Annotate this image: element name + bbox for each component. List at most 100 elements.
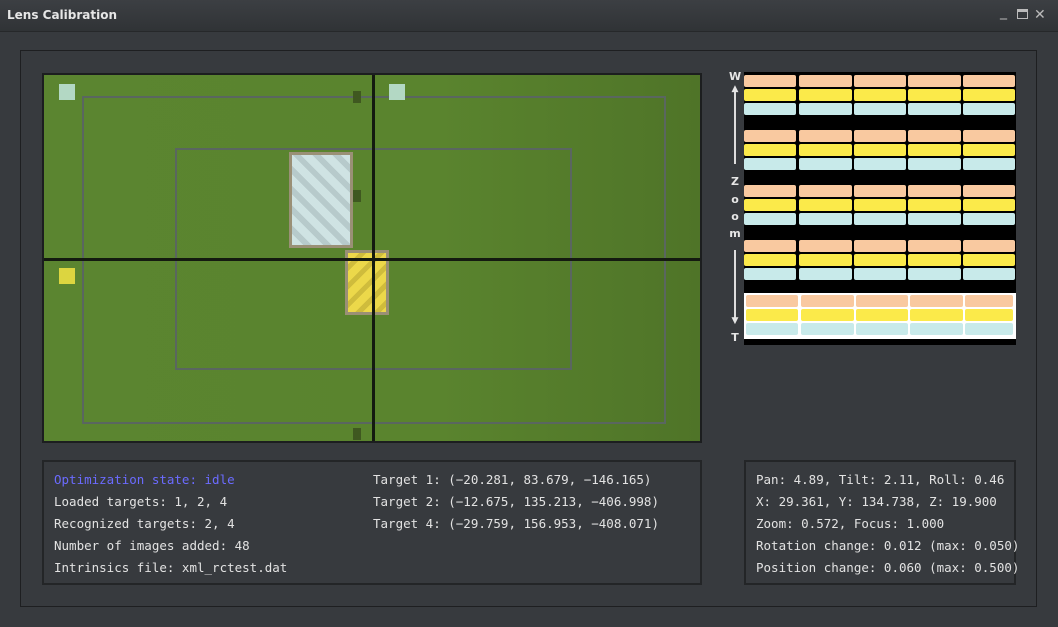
zoom-level-cell[interactable]	[964, 309, 1013, 321]
zoom-level-cell[interactable]	[801, 323, 854, 335]
zoom-level-cell[interactable]	[853, 89, 907, 101]
zoom-level-cell[interactable]	[746, 309, 799, 321]
zoom-level-cell[interactable]	[744, 268, 797, 280]
zoom-level-cell[interactable]	[908, 144, 961, 156]
zoom-level-cell[interactable]	[962, 158, 1015, 170]
zoom-level-cell[interactable]	[744, 240, 797, 252]
zoom-level-cell[interactable]	[962, 144, 1015, 156]
position-change: Position change: 0.060 (max: 0.500)	[756, 560, 1020, 575]
zoom-level-cell[interactable]	[855, 295, 909, 307]
pose-box: Pan: 4.89, Tilt: 2.11, Roll: 0.46 X: 29.…	[744, 460, 1020, 585]
recognized-targets: Recognized targets: 2, 4	[54, 516, 235, 531]
zoom-level-cell[interactable]	[908, 89, 961, 101]
zoom-level-cell[interactable]	[962, 103, 1015, 115]
zoom-level-cell[interactable]	[744, 103, 797, 115]
zoom-level-cell[interactable]	[799, 130, 852, 142]
zoom-level-cell[interactable]	[801, 295, 854, 307]
zoom-level-cell[interactable]	[853, 185, 907, 197]
zoom-level-cell[interactable]	[744, 89, 797, 101]
zoom-level-cell[interactable]	[853, 130, 907, 142]
arrow-up-icon: ▲	[731, 84, 739, 94]
zoom-level-cell[interactable]	[908, 254, 961, 266]
zoom-level-cell[interactable]	[744, 213, 797, 225]
zoom-wide-label: W	[729, 70, 742, 83]
target-light-blue	[289, 152, 353, 248]
zoom-letter: Z	[731, 175, 739, 188]
zoom-level-cell[interactable]	[908, 185, 961, 197]
zoom-level-cell[interactable]	[799, 185, 852, 197]
zoom-level-cell[interactable]	[908, 103, 961, 115]
zoom-level-cell[interactable]	[744, 185, 797, 197]
zoom-level-cell[interactable]	[853, 158, 907, 170]
zoom-level-cell[interactable]	[746, 295, 799, 307]
arrow-down-icon: ▼	[731, 316, 739, 326]
zoom-level-cell[interactable]	[744, 158, 797, 170]
target-position: Target 4: (−29.759, 156.953, −408.071)	[373, 516, 659, 531]
zoom-level-cell[interactable]	[853, 75, 907, 87]
zoom-level-cell[interactable]	[964, 323, 1013, 335]
zoom-level-cell[interactable]	[744, 254, 797, 266]
zoom-level-cell[interactable]	[799, 103, 852, 115]
zoom-level-cell[interactable]	[962, 213, 1015, 225]
zoom-level-cell[interactable]	[799, 144, 852, 156]
zoom-level-cell[interactable]	[908, 240, 961, 252]
zoom-level-cell[interactable]	[799, 213, 852, 225]
zoom-level-cell[interactable]	[962, 240, 1015, 252]
zoom-letter: o	[731, 193, 739, 206]
zoom-level-cell[interactable]	[799, 240, 852, 252]
zoom-level-cell[interactable]	[853, 103, 907, 115]
loaded-targets: Loaded targets: 1, 2, 4	[54, 494, 228, 509]
intrinsics-file: Intrinsics file: xml_rctest.dat	[54, 560, 288, 575]
zoom-level-cell[interactable]	[853, 254, 907, 266]
zoom-level-cell[interactable]	[908, 130, 961, 142]
zoom-level-grid[interactable]	[744, 72, 1016, 345]
zoom-level-cell[interactable]	[908, 75, 961, 87]
zoom-level-cell[interactable]	[962, 185, 1015, 197]
zoom-level-cell[interactable]	[908, 158, 961, 170]
zoom-level-cell[interactable]	[962, 199, 1015, 211]
zoom-letter: m	[729, 227, 741, 240]
zoom-level-cell[interactable]	[962, 254, 1015, 266]
zoom-level-cell[interactable]	[962, 268, 1015, 280]
minimize-icon[interactable]: _	[1000, 4, 1007, 20]
zoom-level-cell[interactable]	[910, 309, 963, 321]
window-title: Lens Calibration	[7, 8, 118, 22]
zoom-level-cell[interactable]	[799, 268, 852, 280]
zoom-level-cell[interactable]	[744, 75, 797, 87]
zoom-level-cell[interactable]	[962, 89, 1015, 101]
zoom-level-cell[interactable]	[746, 323, 799, 335]
zoom-level-cell[interactable]	[962, 75, 1015, 87]
maximize-icon[interactable]	[1017, 9, 1028, 19]
zoom-level-cell[interactable]	[910, 323, 963, 335]
zoom-level-cell[interactable]	[962, 130, 1015, 142]
zoom-level-cell[interactable]	[853, 268, 907, 280]
zoom-level-cell[interactable]	[908, 213, 961, 225]
zoom-level-cell[interactable]	[853, 240, 907, 252]
zoom-level-cell[interactable]	[908, 268, 961, 280]
zoom-level-cell[interactable]	[964, 295, 1013, 307]
zoom-level-cell[interactable]	[744, 144, 797, 156]
images-added: Number of images added: 48	[54, 538, 250, 553]
zoom-level-cell[interactable]	[799, 89, 852, 101]
zoom-level-cell[interactable]	[744, 199, 797, 211]
zoom-level-cell[interactable]	[801, 309, 854, 321]
zoom-level-cell[interactable]	[910, 295, 963, 307]
zoom-level-cell[interactable]	[799, 254, 852, 266]
close-icon[interactable]: ✕	[1034, 7, 1046, 23]
zoom-level-cell[interactable]	[744, 130, 797, 142]
zoom-level-cell[interactable]	[799, 199, 852, 211]
smudge	[353, 190, 361, 202]
zoom-arrow-down-line	[734, 250, 736, 320]
zoom-tele-label: T	[731, 331, 739, 344]
zoom-level-cell[interactable]	[853, 199, 907, 211]
zoom-level-cell[interactable]	[908, 199, 961, 211]
zoom-level-cell[interactable]	[853, 213, 907, 225]
zoom-level-cell[interactable]	[853, 144, 907, 156]
zoom-level-cell[interactable]	[855, 309, 909, 321]
zoom-level-cell[interactable]	[855, 323, 909, 335]
zoom-level-cell[interactable]	[799, 75, 852, 87]
marker-left-yellow	[59, 268, 75, 284]
pan-tilt-roll: Pan: 4.89, Tilt: 2.11, Roll: 0.46	[756, 472, 1005, 487]
zoom-level-cell[interactable]	[799, 158, 852, 170]
optimization-state: Optimization state: idle	[54, 472, 235, 487]
